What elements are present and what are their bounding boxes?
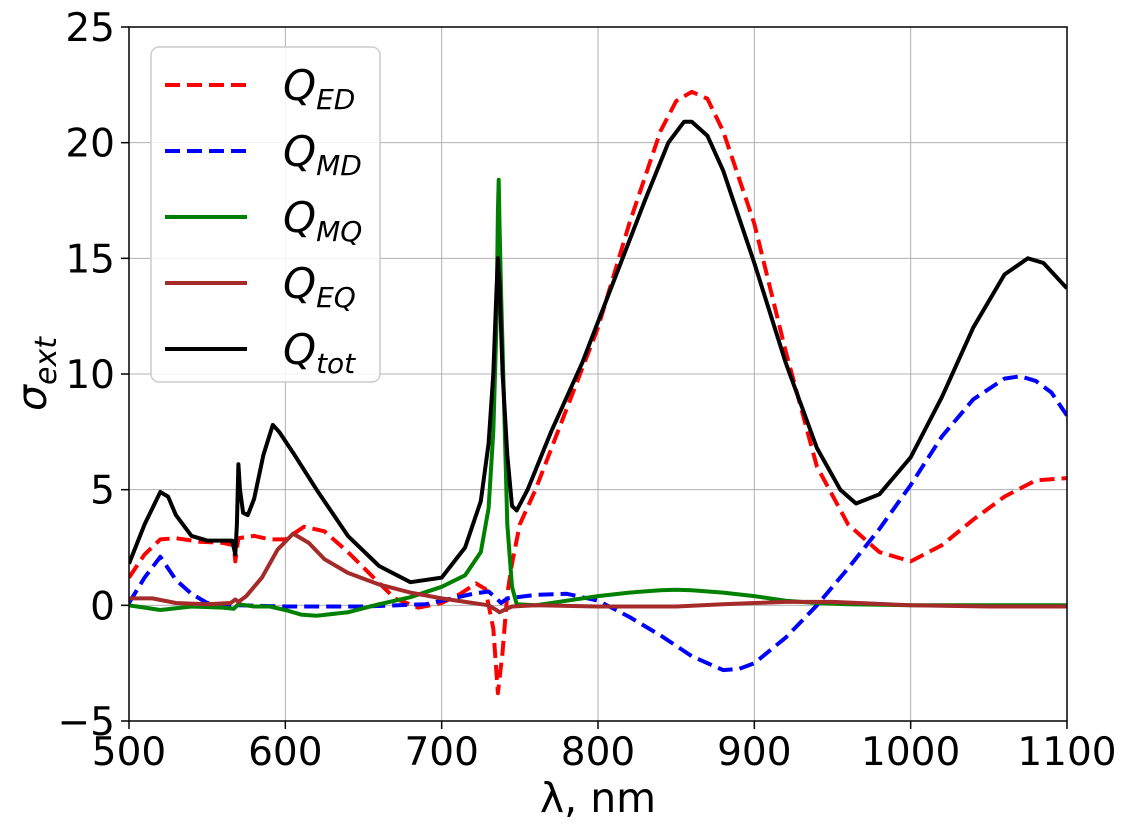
legend-label: QED bbox=[283, 61, 355, 116]
y-axis-symbol: σ bbox=[8, 383, 56, 411]
ticks: 500 600 700 800 900 1000 1100 −5 0 5 10 15 20 25 bbox=[58, 6, 1117, 775]
legend-label-sub: ED bbox=[316, 83, 355, 116]
legend-label-sub: MD bbox=[316, 149, 362, 182]
y-tick-label: −5 bbox=[58, 700, 116, 745]
legend-label-main: Q bbox=[283, 259, 316, 308]
x-tick-label: 600 bbox=[248, 730, 322, 775]
x-tick-label: 700 bbox=[404, 730, 478, 775]
y-tick-label: 15 bbox=[65, 237, 115, 282]
legend-label-main: Q bbox=[283, 127, 316, 176]
legend-label: QMD bbox=[283, 127, 362, 182]
legend-label-sub: tot bbox=[316, 347, 356, 380]
series-line-tot bbox=[129, 119, 1067, 585]
legend-label: Qtot bbox=[283, 325, 356, 380]
y-tick-label: 0 bbox=[90, 584, 115, 629]
legend-label-sub: EQ bbox=[316, 281, 356, 314]
y-tick-label: 25 bbox=[65, 6, 115, 51]
y-tick-label: 10 bbox=[65, 353, 115, 398]
y-tick-label: 5 bbox=[90, 469, 115, 514]
legend-frame bbox=[150, 46, 381, 383]
x-tick-label: 900 bbox=[717, 730, 791, 775]
legend-label-main: Q bbox=[283, 193, 316, 242]
series-line-mq bbox=[129, 177, 1067, 618]
x-tick-label: 1100 bbox=[1017, 730, 1116, 775]
x-tick-label: 800 bbox=[561, 730, 635, 775]
series-line-eq bbox=[129, 531, 1067, 615]
legend-label-sub: MQ bbox=[316, 215, 362, 248]
y-tick-label: 20 bbox=[65, 122, 115, 167]
x-tick-label: 1000 bbox=[861, 730, 960, 775]
legend-label: QEQ bbox=[283, 259, 356, 314]
legend-label-main: Q bbox=[283, 325, 316, 374]
y-axis-subscript: ext bbox=[29, 336, 64, 385]
y-axis-label: σext bbox=[8, 336, 64, 411]
series-group bbox=[129, 89, 1067, 696]
x-axis-label: λ, nm bbox=[540, 774, 656, 822]
x-tick-label: 500 bbox=[92, 730, 166, 775]
legend-label-main: Q bbox=[283, 61, 316, 110]
legend-label: QMQ bbox=[283, 193, 362, 248]
